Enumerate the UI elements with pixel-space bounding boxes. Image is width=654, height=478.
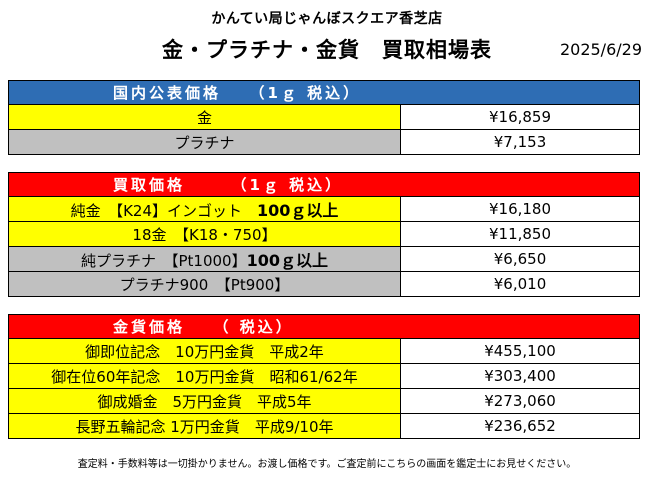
- table-row: 長野五輪記念 1万円金貨 平成9/10年 ¥236,652: [8, 413, 641, 439]
- table-row: 御成婚金 5万円金貨 平成5年 ¥273,060: [8, 388, 641, 414]
- row-label-platinum: プラチナ: [8, 129, 401, 155]
- coin-price-table: 金貨価格 （ 税込） 御即位記念 10万円金貨 平成2年 ¥455,100 御在…: [7, 314, 641, 439]
- coin-price-header: 金貨価格 （ 税込）: [7, 314, 641, 339]
- row-price-coin-1: ¥455,100: [399, 338, 641, 364]
- table-row: 御即位記念 10万円金貨 平成2年 ¥455,100: [8, 338, 641, 364]
- row-label-coin-3: 御成婚金 5万円金貨 平成5年: [8, 388, 401, 414]
- row-price-k18: ¥11,850: [399, 221, 641, 247]
- row-label-text: 純金 【K24】インゴット: [70, 202, 258, 220]
- row-label-emph: 100ｇ以上: [246, 251, 328, 270]
- row-label-coin-1: 御即位記念 10万円金貨 平成2年: [8, 338, 401, 364]
- row-price-pt900: ¥6,010: [399, 271, 641, 297]
- table-row: 純金 【K24】インゴット 100ｇ以上 ¥16,180: [8, 196, 641, 222]
- row-label-k18: 18金 【K18・750】: [8, 221, 401, 247]
- row-label-coin-4: 長野五輪記念 1万円金貨 平成9/10年: [8, 413, 401, 439]
- public-price-table: 国内公表価格 （1ｇ 税込） 金 ¥16,859 プラチナ ¥7,153: [7, 80, 641, 155]
- row-label-k24: 純金 【K24】インゴット 100ｇ以上: [8, 196, 401, 222]
- coin-price-heading: 金貨価格 （ 税込）: [7, 314, 641, 339]
- table-row: 18金 【K18・750】 ¥11,850: [8, 221, 641, 247]
- row-price-coin-4: ¥236,652: [399, 413, 641, 439]
- buy-price-heading: 買取価格 （1ｇ 税込）: [7, 172, 641, 197]
- row-price-pt1000: ¥6,650: [399, 246, 641, 272]
- date-label: 2025/6/29: [559, 40, 642, 59]
- table-row: 御在位60年記念 10万円金貨 昭和61/62年 ¥303,400: [8, 363, 641, 389]
- row-price-k24: ¥16,180: [399, 196, 641, 222]
- row-price-coin-3: ¥273,060: [399, 388, 641, 414]
- row-label-text: 純プラチナ 【Pt1000】: [80, 252, 247, 270]
- table-row: プラチナ ¥7,153: [8, 129, 641, 155]
- store-name: かんてい局じゃんぼスクエア香芝店: [211, 11, 443, 27]
- row-label-pt1000: 純プラチナ 【Pt1000】100ｇ以上: [8, 246, 401, 272]
- row-price-gold: ¥16,859: [399, 104, 641, 130]
- page-title: 金・プラチナ・金貨 買取相場表: [162, 38, 492, 62]
- row-label-gold: 金: [8, 104, 401, 130]
- row-price-platinum: ¥7,153: [399, 129, 641, 155]
- buy-price-header: 買取価格 （1ｇ 税込）: [7, 172, 641, 197]
- row-label-pt900: プラチナ900 【Pt900】: [8, 271, 401, 297]
- buy-price-table: 買取価格 （1ｇ 税込） 純金 【K24】インゴット 100ｇ以上 ¥16,18…: [7, 172, 641, 297]
- table-row: プラチナ900 【Pt900】 ¥6,010: [8, 271, 641, 297]
- table-row: 純プラチナ 【Pt1000】100ｇ以上 ¥6,650: [8, 246, 641, 272]
- row-label-coin-2: 御在位60年記念 10万円金貨 昭和61/62年: [8, 363, 401, 389]
- public-price-header: 国内公表価格 （1ｇ 税込）: [7, 80, 641, 105]
- footer-note: 査定料・手数料等は一切掛かりません。お渡し価格です。ご査定前にこちらの画面を鑑定…: [77, 459, 577, 470]
- row-label-emph: 100ｇ以上: [257, 201, 339, 220]
- table-row: 金 ¥16,859: [8, 104, 641, 130]
- row-price-coin-2: ¥303,400: [399, 363, 641, 389]
- public-price-heading: 国内公表価格 （1ｇ 税込）: [7, 80, 641, 105]
